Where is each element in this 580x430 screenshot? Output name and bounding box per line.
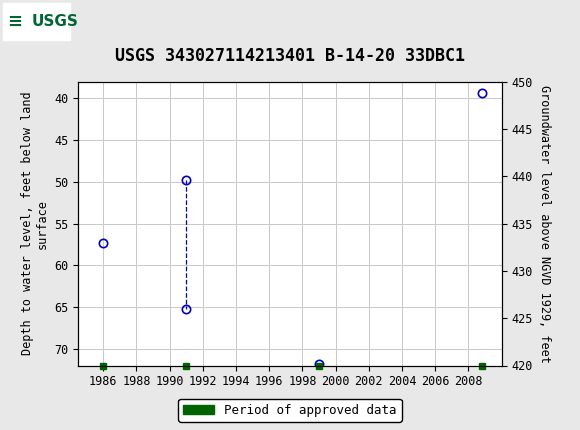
- Bar: [3, 3, 70, 40]
- Text: ≡: ≡: [7, 12, 22, 31]
- Y-axis label: Depth to water level, feet below land
surface: Depth to water level, feet below land su…: [21, 92, 49, 356]
- Text: USGS: USGS: [32, 14, 79, 29]
- Legend: Period of approved data: Period of approved data: [178, 399, 402, 422]
- Y-axis label: Groundwater level above NGVD 1929, feet: Groundwater level above NGVD 1929, feet: [538, 85, 552, 362]
- Text: USGS 343027114213401 B-14-20 33DBC1: USGS 343027114213401 B-14-20 33DBC1: [115, 47, 465, 65]
